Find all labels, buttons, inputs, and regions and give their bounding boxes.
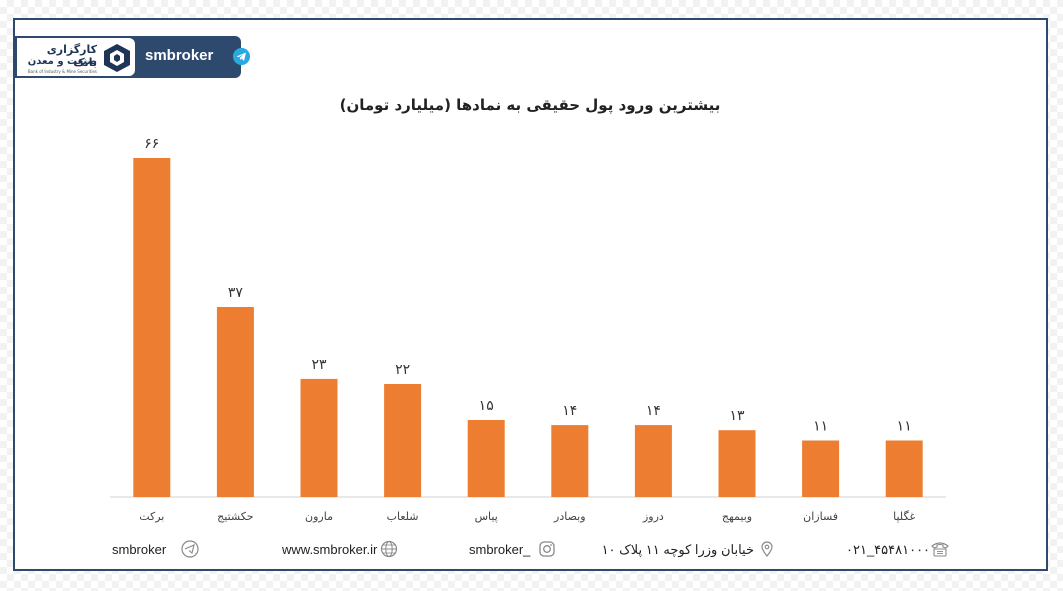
broker-logo: کارگزاری بانک صنعت و معدن Bank of Indust… xyxy=(15,36,137,78)
bar-9 xyxy=(802,440,840,497)
bar-4 xyxy=(384,384,422,497)
bar-value-label-6: ۱۴ xyxy=(562,403,577,419)
chart-frame xyxy=(13,18,1048,571)
category-label-10: غگلپا xyxy=(893,510,915,523)
bar-2 xyxy=(216,307,254,497)
logo-text-line2: صنعت و معدن xyxy=(27,56,97,67)
bar-value-label-1: ۶۶ xyxy=(144,136,159,152)
category-label-8: وبیمهج xyxy=(722,510,752,523)
category-label-2: حکشتیج xyxy=(217,510,253,523)
brand-banner[interactable]: کارگزاری بانک صنعت و معدن Bank of Indust… xyxy=(15,36,250,78)
category-label-5: پیاس xyxy=(475,510,498,523)
category-label-6: وبصادر xyxy=(553,510,585,523)
telegram-icon[interactable] xyxy=(233,48,250,65)
category-label-4: شلعاب xyxy=(387,510,419,523)
footer-phone-text[interactable]: ۰۲۱_۴۵۴۸۱۰۰۰ xyxy=(846,542,931,557)
bar-10 xyxy=(885,440,923,497)
telegram-outline-icon[interactable] xyxy=(181,540,199,558)
category-label-1: برکت xyxy=(139,510,164,523)
footer-instagram-text[interactable]: smbroker_ xyxy=(469,542,531,557)
bar-value-label-3: ۲۳ xyxy=(311,357,327,373)
bar-value-label-5: ۱۵ xyxy=(479,398,494,414)
logo-text-line1: کارگزاری بانک xyxy=(46,43,97,69)
contact-footer: smbroker www.smbroker.ir smbroker_ خیابا… xyxy=(0,538,1063,566)
bar-1 xyxy=(133,158,171,497)
chart-title: بیشترین ورود پول حقیقی به نمادها (میلیار… xyxy=(339,96,721,114)
category-label-3: مارون xyxy=(305,510,333,523)
category-label-9: فسازان xyxy=(803,510,838,523)
bar-6 xyxy=(551,425,589,497)
instagram-icon[interactable] xyxy=(538,540,556,558)
bar-3 xyxy=(300,378,338,497)
footer-telegram-text[interactable]: smbroker xyxy=(112,542,167,557)
bar-8 xyxy=(718,430,756,497)
bar-value-label-2: ۳۷ xyxy=(228,285,244,301)
category-label-7: دروز xyxy=(642,510,664,523)
bar-value-label-4: ۲۲ xyxy=(395,362,410,378)
bar-value-label-8: ۱۳ xyxy=(729,408,745,424)
telephone-icon xyxy=(931,542,949,557)
footer-website-text[interactable]: www.smbroker.ir xyxy=(282,542,378,557)
brand-name: smbroker xyxy=(145,47,214,64)
bar-value-label-9: ۱۱ xyxy=(813,419,828,435)
globe-icon[interactable] xyxy=(380,540,398,558)
logo-text-line3: Bank of Industry & Mine Securities xyxy=(27,69,97,74)
bar-5 xyxy=(467,420,505,497)
footer-address-text: خیابان وزرا کوچه ۱۱ پلاک ۱۰ xyxy=(601,542,754,557)
cube-logo-icon xyxy=(104,44,130,72)
bar-value-label-7: ۱۴ xyxy=(646,403,661,419)
location-pin-icon xyxy=(761,541,773,557)
bar-value-label-10: ۱۱ xyxy=(897,419,912,435)
bar-7 xyxy=(634,425,672,497)
